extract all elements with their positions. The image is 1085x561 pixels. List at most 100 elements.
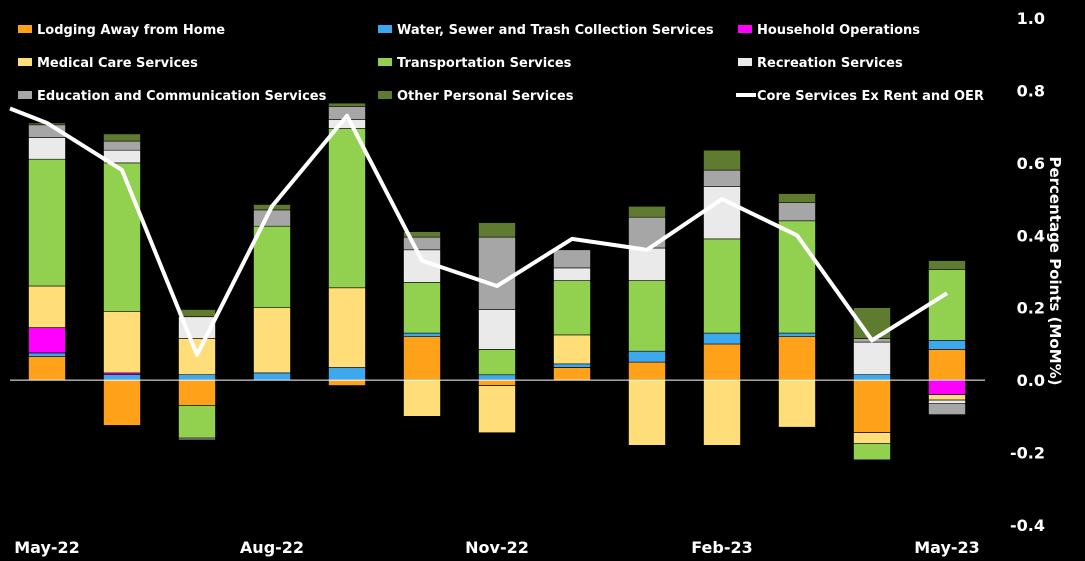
bar-segment	[103, 310, 141, 374]
bar-segment	[478, 385, 516, 434]
legend-item: Education and Communication Services	[18, 89, 327, 104]
bar-segment	[553, 367, 591, 381]
legend-swatch	[18, 25, 32, 33]
y-axis-title: Percentage Points (MoM%)	[1046, 156, 1064, 385]
bar-segment	[103, 374, 141, 381]
legend-swatch	[18, 58, 32, 66]
bar-segment	[253, 372, 291, 381]
bar-segment	[328, 367, 366, 381]
bar-segment	[28, 158, 66, 287]
legend-swatch	[738, 58, 752, 66]
bar-segment	[328, 102, 366, 107]
legend-item: Water, Sewer and Trash Collection Servic…	[378, 23, 714, 38]
legend-item: Household Operations	[738, 23, 920, 38]
legend-item: Medical Care Services	[18, 56, 198, 71]
bar-segment	[253, 209, 291, 227]
bar-segment	[478, 379, 516, 386]
bar-segment	[703, 186, 741, 240]
legend-label: Education and Communication Services	[37, 89, 327, 104]
bar-segment	[628, 350, 666, 363]
y-tick-label: 0.0	[1017, 371, 1045, 390]
bar-segment	[253, 225, 291, 308]
bar-segment	[703, 332, 741, 345]
bar-segment	[778, 332, 816, 338]
bar-segment	[403, 231, 441, 238]
bar-segment	[628, 361, 666, 381]
y-tick-label: 1.0	[1017, 9, 1045, 28]
bar-segment	[778, 202, 816, 222]
legend: Lodging Away from Home Water, Sewer and T…	[18, 23, 984, 104]
bar-segment	[853, 432, 891, 444]
x-axis: May-22 Aug-22 Nov-22 Feb-23 May-23	[14, 538, 980, 557]
bar-segment	[403, 332, 441, 338]
y-tick-label: 0.8	[1017, 81, 1045, 100]
legend-item: Recreation Services	[738, 56, 903, 71]
bar-segment	[178, 405, 216, 439]
bar-segment	[403, 379, 441, 417]
bar-segment	[928, 403, 966, 415]
bar-segment	[478, 374, 516, 381]
legend-item: Other Personal Services	[378, 89, 574, 104]
x-tick-label: Aug-22	[240, 538, 304, 557]
bar-segment	[778, 379, 816, 428]
bar-segment	[553, 249, 591, 269]
y-tick-label: 0.4	[1017, 226, 1045, 245]
bar-segment	[478, 349, 516, 376]
bar-segment	[178, 379, 216, 406]
bar-segment	[928, 399, 966, 405]
bar-segment	[328, 119, 366, 129]
bar-segment	[928, 339, 966, 350]
bar-segment	[28, 327, 66, 354]
bar-segment	[103, 140, 141, 151]
bar-segment	[328, 379, 366, 386]
y-axis: -0.4 -0.2 0.0 0.2 0.4 0.6 0.8 1.0	[1010, 9, 1045, 535]
legend-swatch	[378, 58, 392, 66]
bar-segment	[703, 169, 741, 187]
bar-segment	[403, 249, 441, 283]
bar-segment	[478, 309, 516, 350]
bar-segment	[778, 336, 816, 381]
y-tick-label: -0.4	[1010, 516, 1045, 535]
bar-segment	[778, 193, 816, 204]
bar-segment	[703, 379, 741, 446]
legend-item: Core Services Ex Rent and OER	[736, 89, 984, 104]
bar-segment	[703, 149, 741, 171]
bar-segment	[553, 363, 591, 368]
legend-label: Recreation Services	[757, 56, 903, 71]
bar-segment	[853, 443, 891, 461]
legend-label: Water, Sewer and Trash Collection Servic…	[397, 23, 714, 38]
bar-segment	[103, 162, 141, 312]
bar-segment	[478, 222, 516, 238]
bar-segment	[928, 269, 966, 341]
bar-segment	[853, 374, 891, 381]
bar-segment	[928, 260, 966, 271]
bar-segment	[703, 343, 741, 381]
legend-swatch	[736, 93, 756, 97]
y-tick-label: -0.2	[1010, 444, 1045, 463]
legend-item: Transportation Services	[378, 56, 572, 71]
bar-segment	[178, 437, 216, 441]
bar-segment	[778, 220, 816, 334]
bar-segment	[928, 379, 966, 395]
legend-label: Household Operations	[757, 23, 920, 38]
y-tick-label: 0.2	[1017, 299, 1045, 318]
x-tick-label: Feb-23	[691, 538, 753, 557]
legend-swatch	[378, 91, 392, 99]
legend-label: Core Services Ex Rent and OER	[757, 89, 984, 104]
bar-segment	[928, 349, 966, 381]
bar-segment	[553, 280, 591, 336]
legend-swatch	[738, 25, 752, 33]
legend-swatch	[378, 25, 392, 33]
legend-swatch	[18, 91, 32, 99]
bar-segment	[28, 137, 66, 160]
legend-label: Transportation Services	[397, 56, 572, 71]
bar-segment	[28, 356, 66, 381]
legend-label: Medical Care Services	[37, 56, 198, 71]
x-tick-label: May-23	[914, 538, 980, 557]
bar-segment	[178, 309, 216, 317]
bar-segment	[853, 379, 891, 433]
bar-segment	[628, 280, 666, 352]
bar-segment	[628, 247, 666, 281]
